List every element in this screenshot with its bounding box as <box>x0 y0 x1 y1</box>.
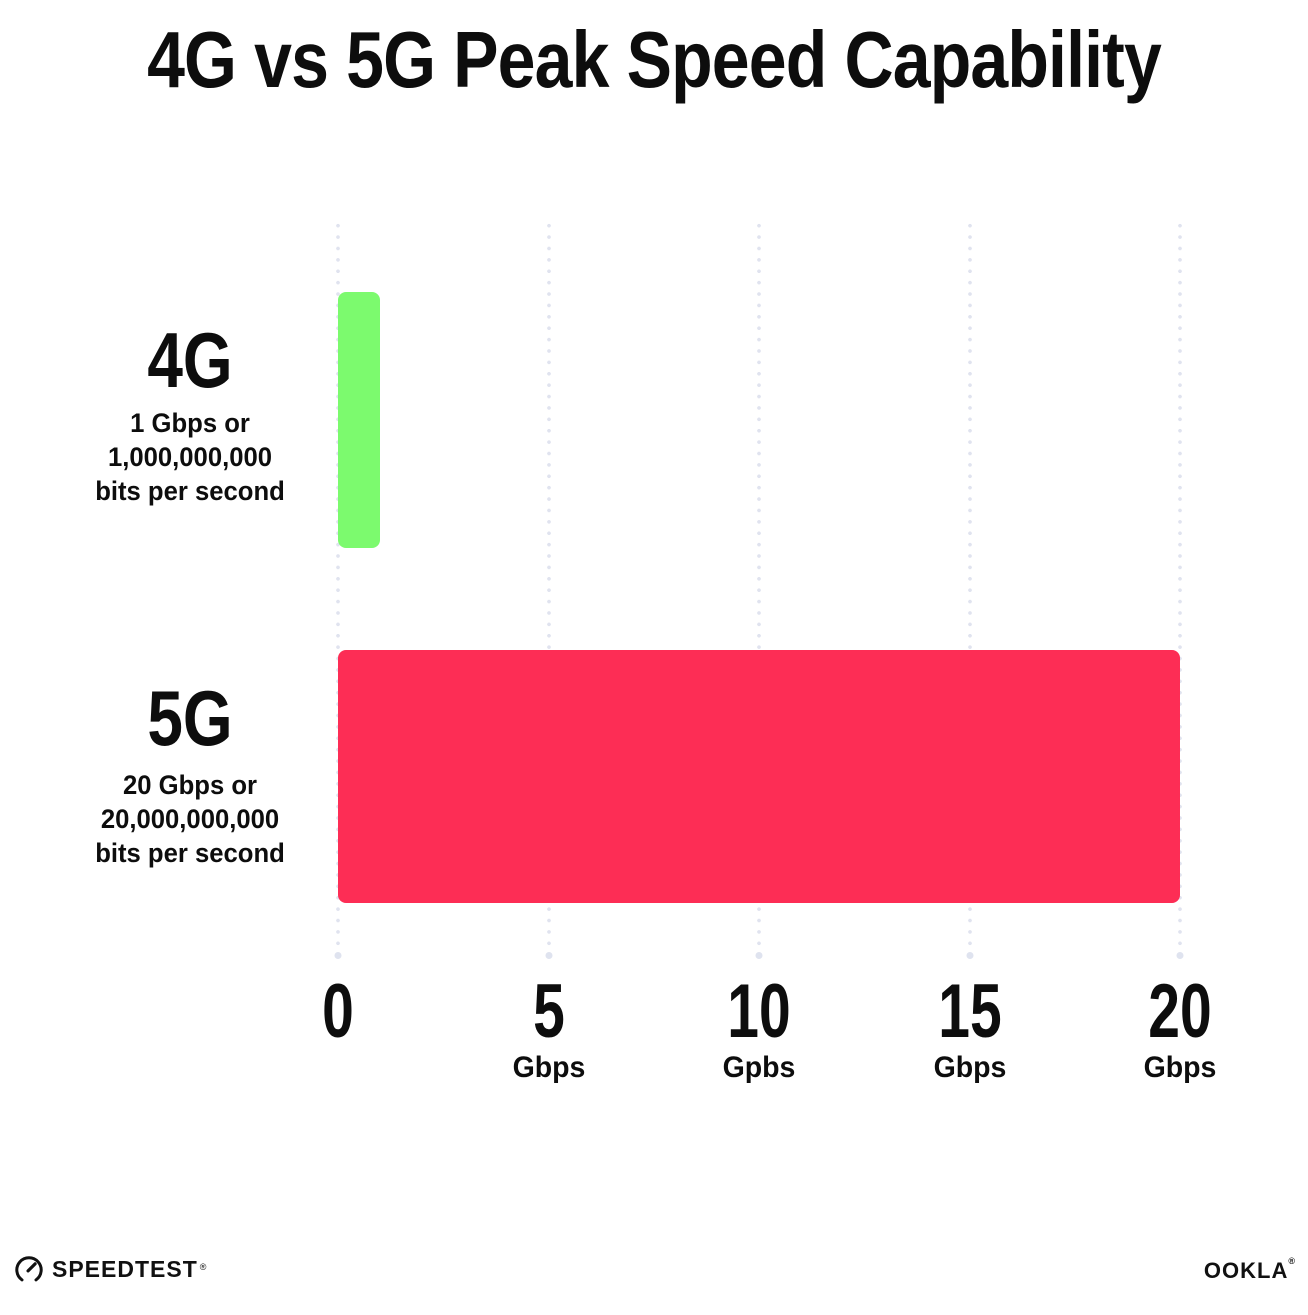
category-name-4g: 4G <box>147 316 233 404</box>
speedtest-gauge-icon <box>15 1256 43 1282</box>
x-tick-value-5: 5 <box>532 969 565 1054</box>
speedtest-logo: SPEEDTEST ® <box>14 1254 206 1284</box>
chart-title: 4G vs 5G Peak Speed Capability <box>147 15 1162 104</box>
gridline-15-gbps <box>966 220 973 950</box>
x-tick-value-20: 20 <box>1148 969 1212 1054</box>
category-sublabel-line: 1,000,000,000 <box>107 442 273 472</box>
category-name-5g: 5G <box>147 674 233 762</box>
gridline-0-gbps <box>335 220 341 950</box>
x-tick-unit-15: Gbps <box>933 1051 1006 1084</box>
bar-5g <box>338 650 1180 903</box>
gridline-10-gbps <box>756 220 762 950</box>
x-tick-unit-10: Gpbs <box>722 1051 796 1084</box>
category-sublabel-line: 1 Gbps or <box>130 408 250 438</box>
x-tick-unit-5: Gbps <box>512 1051 585 1084</box>
ookla-logo: OOKLA® <box>1203 1256 1296 1284</box>
category-sublabel-line: bits per second <box>95 838 285 868</box>
x-tick-value-10: 10 <box>727 969 791 1054</box>
category-sublabel-line: 20,000,000,000 <box>100 804 280 834</box>
ookla-wordmark: OOKLA <box>1203 1258 1289 1283</box>
speedtest-wordmark: SPEEDTEST <box>52 1255 198 1282</box>
category-sublabel-line: bits per second <box>95 476 285 506</box>
category-sublabel-line: 20 Gbps or <box>122 770 257 800</box>
x-tick-unit-20: Gbps <box>1143 1051 1217 1084</box>
speedtest-trademark: ® <box>199 1262 207 1272</box>
bar-4g <box>338 292 381 548</box>
ookla-trademark: ® <box>1288 1256 1296 1266</box>
gridline-5-gbps <box>545 220 552 950</box>
x-tick-value-0: 0 <box>322 969 354 1054</box>
gridline-20-gbps <box>1177 220 1183 950</box>
x-tick-value-15: 15 <box>937 969 1002 1054</box>
